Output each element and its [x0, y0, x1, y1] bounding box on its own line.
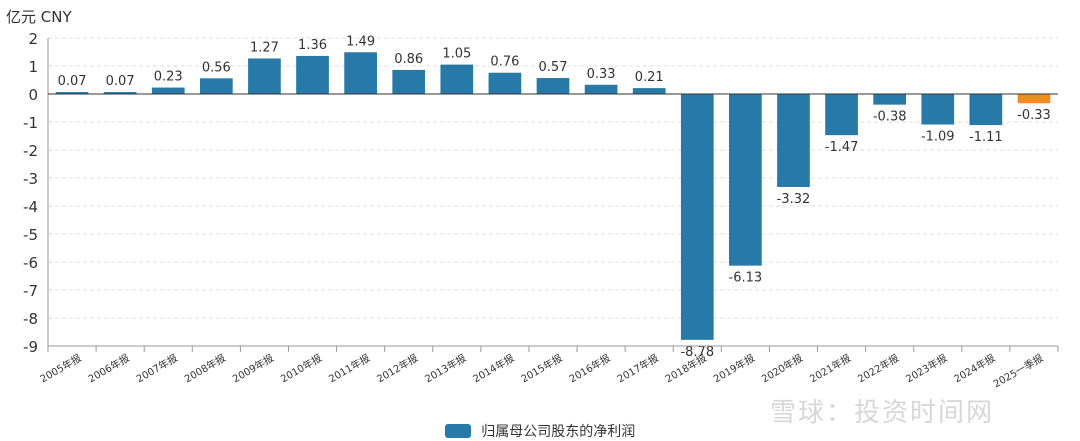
data-label: 0.07 [58, 74, 87, 89]
x-tick-label: 2014年报 [471, 351, 517, 385]
x-tick-label: 2023年报 [903, 351, 949, 385]
y-tick-label: -3 [23, 170, 38, 188]
bar-2020年报 [777, 94, 810, 187]
x-tick-label: 2011年报 [326, 351, 372, 385]
bar-2006年报 [103, 92, 137, 94]
y-tick-label: 1 [28, 58, 38, 76]
data-label: -8.78 [680, 345, 714, 360]
x-tick-label: 2015年报 [519, 351, 565, 385]
bar-2014年报 [488, 72, 522, 94]
y-tick-label: -1 [23, 114, 38, 132]
bar-2018年报 [680, 94, 714, 340]
bar-2007年报 [151, 87, 185, 94]
legend-swatch [444, 424, 471, 438]
data-label: 1.27 [250, 40, 279, 55]
x-tick-label: 2022年报 [855, 351, 901, 385]
x-tick-label: 2020年报 [759, 351, 805, 385]
bar-2009年报 [248, 58, 281, 94]
x-tick-label: 2009年报 [230, 351, 276, 385]
data-label: 1.49 [346, 34, 375, 49]
bar-2024年报 [969, 94, 1003, 126]
data-label: 0.33 [587, 67, 616, 82]
x-tick-label: 2024年报 [951, 351, 997, 385]
data-label: -6.13 [729, 271, 763, 286]
bar-2012年报 [392, 69, 426, 94]
chart-legend[interactable]: 归属母公司股东的净利润 [0, 421, 1080, 441]
bar-2016年报 [584, 84, 618, 94]
bar-2021年报 [825, 94, 858, 136]
x-tick-label: 2008年报 [182, 351, 228, 385]
bar-2015年报 [536, 78, 570, 94]
data-label: -0.33 [1017, 108, 1051, 123]
x-tick-label: 2016年报 [567, 351, 613, 385]
data-label: 0.76 [490, 55, 519, 70]
y-tick-label: -9 [23, 338, 38, 356]
x-tick-label: 2006年报 [86, 351, 132, 385]
data-label: 0.57 [539, 60, 568, 75]
bar-2022年报 [873, 94, 907, 105]
y-tick-label: -8 [23, 310, 38, 328]
data-label: -1.47 [825, 140, 859, 155]
bar-2013年报 [440, 64, 474, 94]
data-label: 0.21 [635, 70, 664, 85]
y-tick-label: -7 [23, 282, 38, 300]
data-label: 0.07 [106, 74, 135, 89]
y-tick-label: 2 [28, 30, 38, 48]
x-tick-label: 2007年报 [134, 351, 180, 385]
bar-2008年报 [199, 78, 233, 94]
x-tick-label: 2025一季报 [991, 351, 1046, 390]
x-tick-label: 2019年报 [711, 351, 757, 385]
data-label: 0.86 [394, 52, 423, 67]
data-label: -3.32 [777, 192, 811, 207]
y-tick-label: -4 [23, 198, 38, 216]
data-label: -0.38 [873, 110, 907, 125]
bar-2010年报 [296, 55, 329, 94]
y-tick-label: 0 [28, 86, 38, 104]
x-tick-label: 2021年报 [807, 351, 853, 385]
bar-2005年报 [55, 92, 89, 94]
x-tick-label: 2017年报 [615, 351, 661, 385]
y-tick-label: -2 [23, 142, 38, 160]
data-label: -1.11 [969, 130, 1003, 145]
data-label: 0.23 [154, 70, 183, 85]
data-label: 1.36 [298, 38, 327, 53]
y-tick-label: -5 [23, 226, 38, 244]
x-tick-label: 2012年报 [374, 351, 420, 385]
y-axis-unit-label: 亿元 CNY [6, 8, 72, 26]
legend-label: 归属母公司股东的净利润 [481, 424, 636, 440]
data-label: 0.56 [202, 60, 231, 75]
bar-2017年报 [632, 88, 666, 94]
bar-2023年报 [921, 94, 955, 125]
watermark-text: 雪球：投资时间网 [770, 398, 995, 428]
bar-2019年报 [729, 94, 762, 266]
bar-2011年报 [344, 52, 377, 94]
x-tick-label: 2010年报 [278, 351, 324, 385]
data-label: 1.05 [442, 47, 471, 62]
data-label: -1.09 [921, 130, 955, 145]
x-tick-label: 2013年报 [422, 351, 468, 385]
y-tick-label: -6 [23, 254, 38, 272]
x-tick-label: 2005年报 [38, 351, 84, 385]
bar-2025一季报 [1017, 94, 1051, 104]
